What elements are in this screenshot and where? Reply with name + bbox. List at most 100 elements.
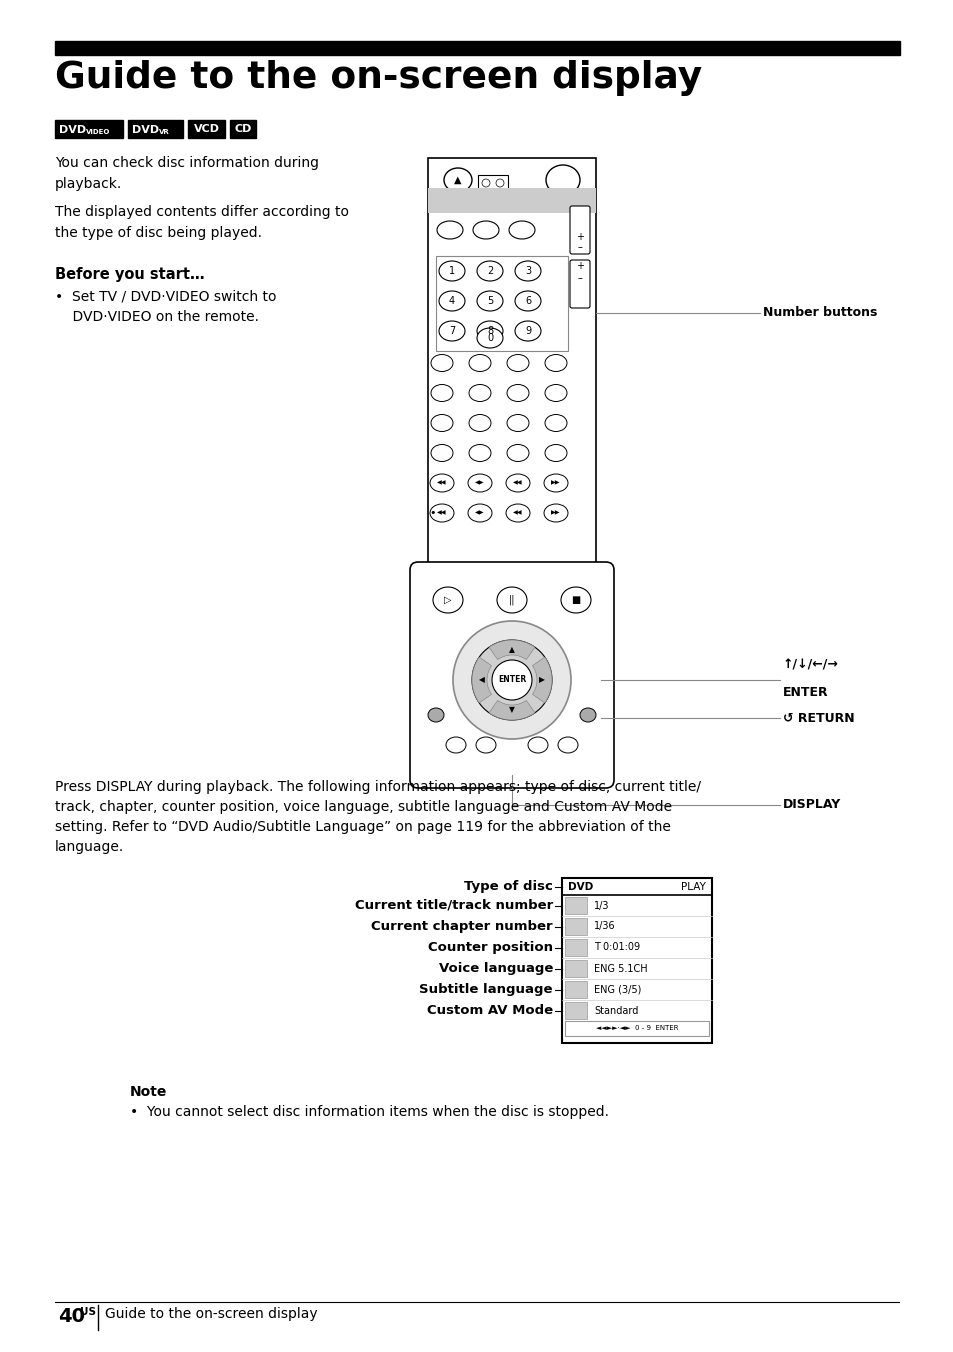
Text: ▶▶: ▶▶: [551, 511, 560, 515]
Text: Before you start…: Before you start…: [55, 266, 204, 283]
Text: DVD·VIDEO on the remote.: DVD·VIDEO on the remote.: [55, 310, 258, 324]
Text: +: +: [576, 261, 583, 270]
Ellipse shape: [506, 354, 529, 372]
Text: ◀▶: ◀▶: [475, 511, 484, 515]
Ellipse shape: [560, 587, 590, 612]
Bar: [561, 877, 711, 1042]
Ellipse shape: [468, 504, 492, 522]
Text: US: US: [80, 1307, 96, 1317]
Bar: [564, 960, 586, 977]
Ellipse shape: [544, 384, 566, 402]
Text: 1/36: 1/36: [594, 922, 615, 932]
Ellipse shape: [472, 639, 552, 721]
Text: ↑/↓/←/→: ↑/↓/←/→: [782, 658, 838, 672]
Ellipse shape: [476, 320, 502, 341]
Text: VIDEO: VIDEO: [86, 130, 111, 135]
Text: ▷: ▷: [444, 595, 452, 604]
Text: DVD: DVD: [132, 124, 159, 135]
Bar: [428, 188, 596, 214]
Ellipse shape: [469, 354, 491, 372]
Ellipse shape: [497, 587, 526, 612]
Text: ||: ||: [508, 595, 515, 606]
Ellipse shape: [543, 504, 567, 522]
Ellipse shape: [433, 587, 462, 612]
Text: 1/3: 1/3: [594, 900, 609, 910]
Bar: [477, 174, 507, 191]
Text: 4: 4: [449, 296, 455, 306]
Bar: [55, 41, 899, 55]
Bar: [428, 158, 596, 608]
Text: DVD: DVD: [59, 124, 86, 135]
Text: PLAY: PLAY: [680, 882, 705, 891]
Text: ◀◀: ◀◀: [513, 480, 522, 485]
Text: Number buttons: Number buttons: [762, 307, 877, 319]
Ellipse shape: [431, 384, 453, 402]
Ellipse shape: [543, 475, 567, 492]
Ellipse shape: [515, 261, 540, 281]
Text: ◀◀: ◀◀: [513, 511, 522, 515]
Text: Type of disc: Type of disc: [464, 880, 553, 894]
Ellipse shape: [509, 220, 535, 239]
Ellipse shape: [544, 354, 566, 372]
Ellipse shape: [428, 708, 443, 722]
Ellipse shape: [473, 220, 498, 239]
Ellipse shape: [443, 168, 472, 192]
Ellipse shape: [469, 445, 491, 461]
Ellipse shape: [476, 329, 502, 347]
Ellipse shape: [476, 291, 502, 311]
Wedge shape: [489, 639, 535, 660]
Ellipse shape: [431, 354, 453, 372]
Text: –: –: [577, 242, 582, 251]
Text: ■: ■: [571, 595, 580, 604]
Text: VR: VR: [159, 130, 170, 135]
Text: 9: 9: [524, 326, 531, 337]
Text: Press DISPLAY during playback. The following information appears; type of disc, : Press DISPLAY during playback. The follo…: [55, 780, 700, 794]
Text: •: •: [429, 508, 436, 518]
Text: DVD: DVD: [567, 882, 593, 891]
Text: track, chapter, counter position, voice language, subtitle language and Custom A: track, chapter, counter position, voice …: [55, 800, 672, 814]
Text: +: +: [576, 233, 583, 242]
Text: Note: Note: [130, 1086, 167, 1099]
Text: •  You cannot select disc information items when the disc is stopped.: • You cannot select disc information ite…: [130, 1105, 608, 1119]
Text: ◀◀: ◀◀: [436, 511, 446, 515]
Text: 3: 3: [524, 266, 531, 276]
Text: ▲: ▲: [454, 174, 461, 185]
Ellipse shape: [476, 737, 496, 753]
Text: You can check disc information during
playback.: You can check disc information during pl…: [55, 155, 318, 191]
Wedge shape: [489, 700, 535, 721]
Ellipse shape: [453, 621, 571, 740]
Text: ▶: ▶: [538, 676, 544, 684]
Bar: [128, 120, 183, 138]
Ellipse shape: [505, 475, 530, 492]
Bar: [564, 1021, 708, 1036]
Ellipse shape: [469, 384, 491, 402]
Bar: [55, 120, 123, 138]
Ellipse shape: [544, 445, 566, 461]
Ellipse shape: [496, 178, 503, 187]
Bar: [564, 918, 586, 936]
Text: 8: 8: [486, 326, 493, 337]
Text: Standard: Standard: [594, 1006, 638, 1015]
FancyBboxPatch shape: [410, 562, 614, 788]
Text: ◀: ◀: [478, 676, 484, 684]
Text: language.: language.: [55, 840, 124, 854]
Ellipse shape: [469, 415, 491, 431]
Ellipse shape: [431, 445, 453, 461]
Bar: [230, 120, 255, 138]
Ellipse shape: [438, 261, 464, 281]
Text: 5: 5: [486, 296, 493, 306]
Text: Subtitle language: Subtitle language: [419, 983, 553, 996]
Bar: [564, 896, 586, 914]
Text: Guide to the on-screen display: Guide to the on-screen display: [105, 1307, 317, 1321]
Text: VCD: VCD: [193, 124, 219, 134]
Bar: [188, 120, 225, 138]
Ellipse shape: [505, 504, 530, 522]
Ellipse shape: [515, 320, 540, 341]
Ellipse shape: [545, 165, 579, 195]
Text: ENTER: ENTER: [497, 676, 525, 684]
Text: •  Set TV / DVD·VIDEO switch to: • Set TV / DVD·VIDEO switch to: [55, 289, 276, 304]
Ellipse shape: [468, 475, 492, 492]
Text: T 0:01:09: T 0:01:09: [594, 942, 639, 953]
Text: 2: 2: [486, 266, 493, 276]
Ellipse shape: [430, 475, 454, 492]
